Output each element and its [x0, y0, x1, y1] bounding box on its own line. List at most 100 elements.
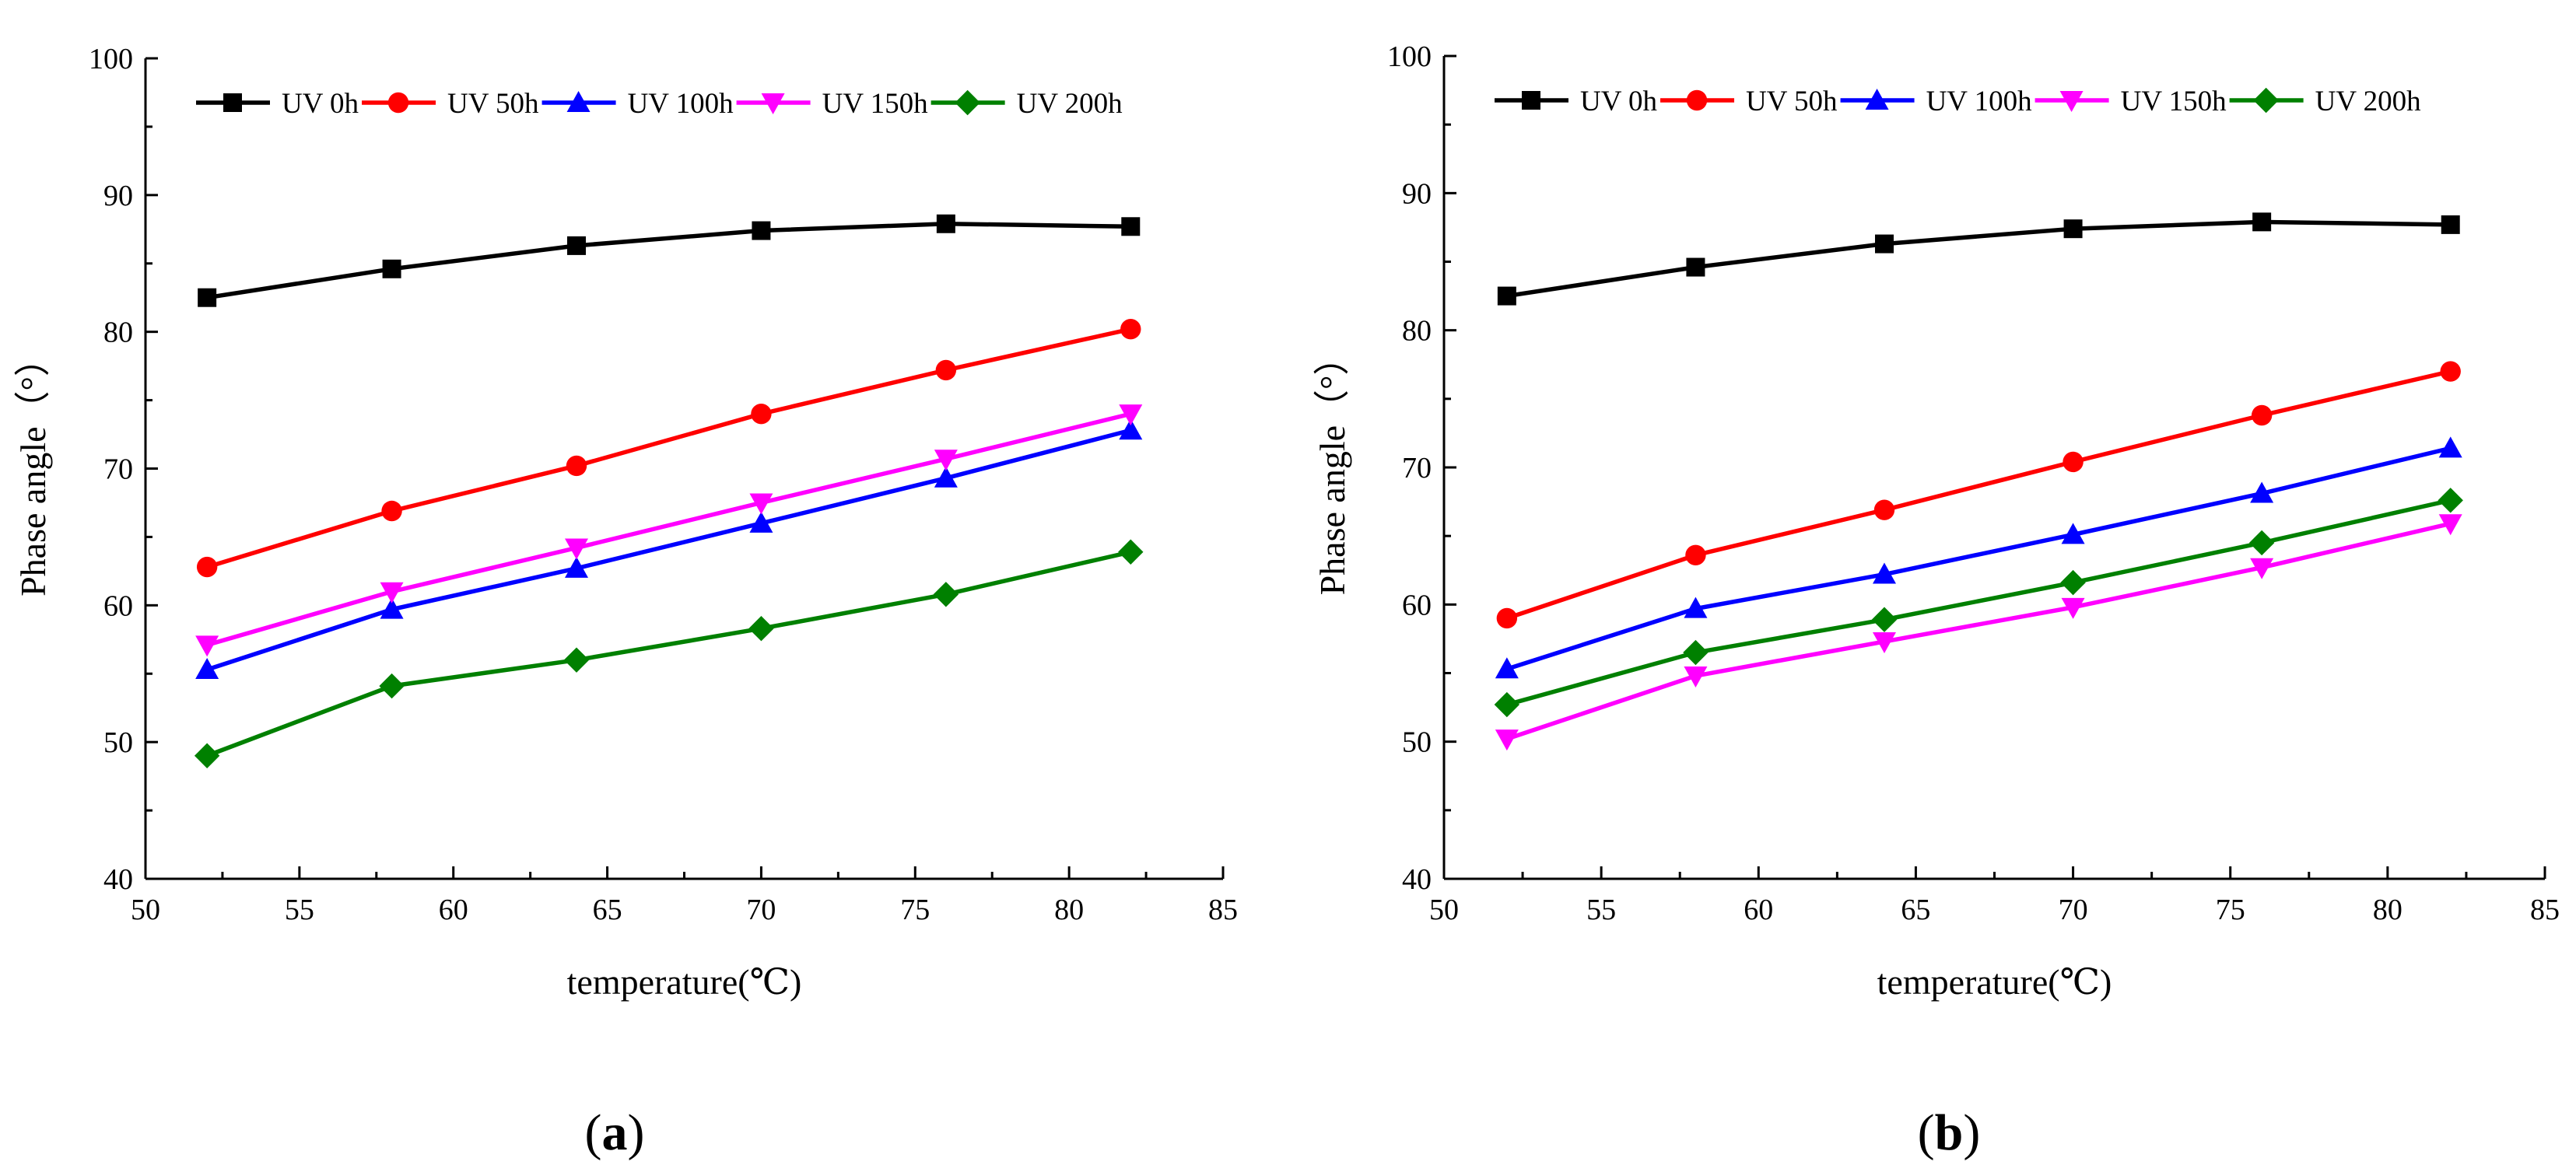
- legend-entry: UV 150h: [2035, 86, 2227, 117]
- legend-marker: [223, 93, 242, 112]
- data-point: [1496, 607, 1518, 629]
- y-tick-label: 100: [1387, 40, 1432, 73]
- data-point: [381, 500, 402, 522]
- data-point: [2250, 481, 2274, 503]
- data-point: [1873, 631, 1896, 653]
- x-tick-label: 80: [2373, 894, 2403, 926]
- legend-label: UV 100h: [1926, 86, 2033, 117]
- series-uv-50h: [1496, 361, 2461, 629]
- y-tick-label: 90: [103, 180, 133, 212]
- legend-marker: [2059, 91, 2084, 112]
- data-point: [2441, 215, 2460, 234]
- series-line: [206, 222, 1131, 300]
- legend-label: UV 200h: [2315, 86, 2422, 117]
- data-point: [382, 259, 401, 278]
- legend-marker: [1522, 91, 1540, 110]
- data-point: [1119, 404, 1143, 426]
- x-tick-label: 75: [2216, 894, 2245, 926]
- y-tick-label: 70: [1402, 452, 1432, 485]
- y-tick-label: 60: [1402, 589, 1432, 621]
- x-tick-label: 65: [1901, 894, 1930, 926]
- data-point: [566, 455, 587, 477]
- data-point: [195, 635, 219, 657]
- data-point: [1684, 596, 1708, 618]
- legend-marker: [761, 93, 785, 114]
- legend-label: UV 50h: [447, 88, 539, 120]
- data-point: [749, 493, 773, 515]
- series-line: [1506, 498, 2452, 707]
- data-point: [196, 556, 218, 578]
- data-point: [1119, 418, 1143, 440]
- x-tick-label: 85: [1208, 894, 1238, 926]
- x-tick-label: 60: [1744, 894, 1773, 926]
- data-point: [1873, 499, 1895, 520]
- x-tick-label: 65: [593, 894, 622, 926]
- data-point: [2440, 361, 2461, 382]
- data-point: [934, 450, 958, 471]
- panel-a: 50 55 60 65 70 75 80 85405060708090100temperatu…: [13, 43, 1238, 1161]
- series-line: [1505, 369, 2452, 621]
- data-point: [380, 582, 404, 603]
- legend-label: UV 150h: [822, 88, 929, 120]
- y-axis-label: Phase angle（°）: [13, 341, 53, 596]
- data-point: [1118, 539, 1144, 565]
- legend-marker: [955, 89, 980, 116]
- data-point: [2061, 523, 2085, 544]
- data-point: [1684, 666, 1708, 688]
- legend-marker: [2253, 87, 2279, 114]
- data-point: [565, 556, 588, 578]
- legend-label: UV 100h: [628, 88, 734, 120]
- x-tick-label: 70: [746, 894, 776, 926]
- legend-entry: UV 50h: [362, 88, 539, 120]
- data-point: [1686, 257, 1705, 277]
- x-tick-label: 55: [285, 894, 314, 926]
- panel-b: 50 55 60 65 70 75 80 85405060708090100temperatu…: [1313, 40, 2560, 1161]
- data-point: [1685, 544, 1706, 566]
- panel-label: (a): [585, 1104, 645, 1161]
- data-point: [1495, 657, 1519, 679]
- x-tick-label: 55: [1586, 894, 1616, 926]
- legend-entry: UV 200h: [2229, 86, 2422, 117]
- data-point: [195, 657, 219, 679]
- data-point: [1873, 562, 1896, 584]
- legend-label: UV 0h: [1580, 86, 1658, 117]
- x-tick-label: 70: [2059, 894, 2088, 926]
- series-uv-150h: [195, 404, 1143, 657]
- legend-entry: UV 150h: [736, 88, 929, 120]
- data-point: [380, 597, 404, 619]
- series-line: [206, 428, 1131, 672]
- series-uv-100h: [195, 418, 1143, 679]
- legend-entry: UV 100h: [541, 88, 734, 120]
- legend-entry: UV 0h: [196, 88, 359, 120]
- x-tick-label: 50: [131, 894, 160, 926]
- data-point: [2061, 597, 2085, 619]
- x-axis-label: temperature(℃): [1877, 962, 2112, 1002]
- data-point: [567, 236, 586, 255]
- y-tick-label: 50: [103, 726, 133, 759]
- panel-label: (b): [1918, 1104, 1981, 1161]
- y-tick-label: 50: [1402, 726, 1432, 759]
- legend-marker: [566, 91, 591, 112]
- legend-entry: UV 0h: [1495, 86, 1658, 117]
- x-tick-label: 60: [439, 894, 468, 926]
- data-point: [2060, 569, 2086, 596]
- data-point: [749, 511, 773, 533]
- data-point: [1683, 639, 1709, 666]
- series-line: [206, 550, 1131, 758]
- legend-entry: UV 50h: [1660, 86, 1838, 117]
- data-point: [565, 538, 588, 560]
- data-point: [1495, 729, 1519, 751]
- data-point: [2438, 436, 2462, 458]
- data-point: [2251, 404, 2273, 426]
- data-point: [2250, 558, 2274, 579]
- data-point: [563, 647, 590, 673]
- legend-marker: [1865, 89, 1889, 110]
- series-line: [206, 327, 1131, 569]
- x-axis-label: temperature(℃): [567, 962, 802, 1002]
- x-tick-label: 80: [1054, 894, 1084, 926]
- data-point: [198, 288, 217, 307]
- data-point: [936, 214, 955, 233]
- legend-entry: UV 200h: [931, 88, 1123, 120]
- data-point: [1497, 286, 1516, 306]
